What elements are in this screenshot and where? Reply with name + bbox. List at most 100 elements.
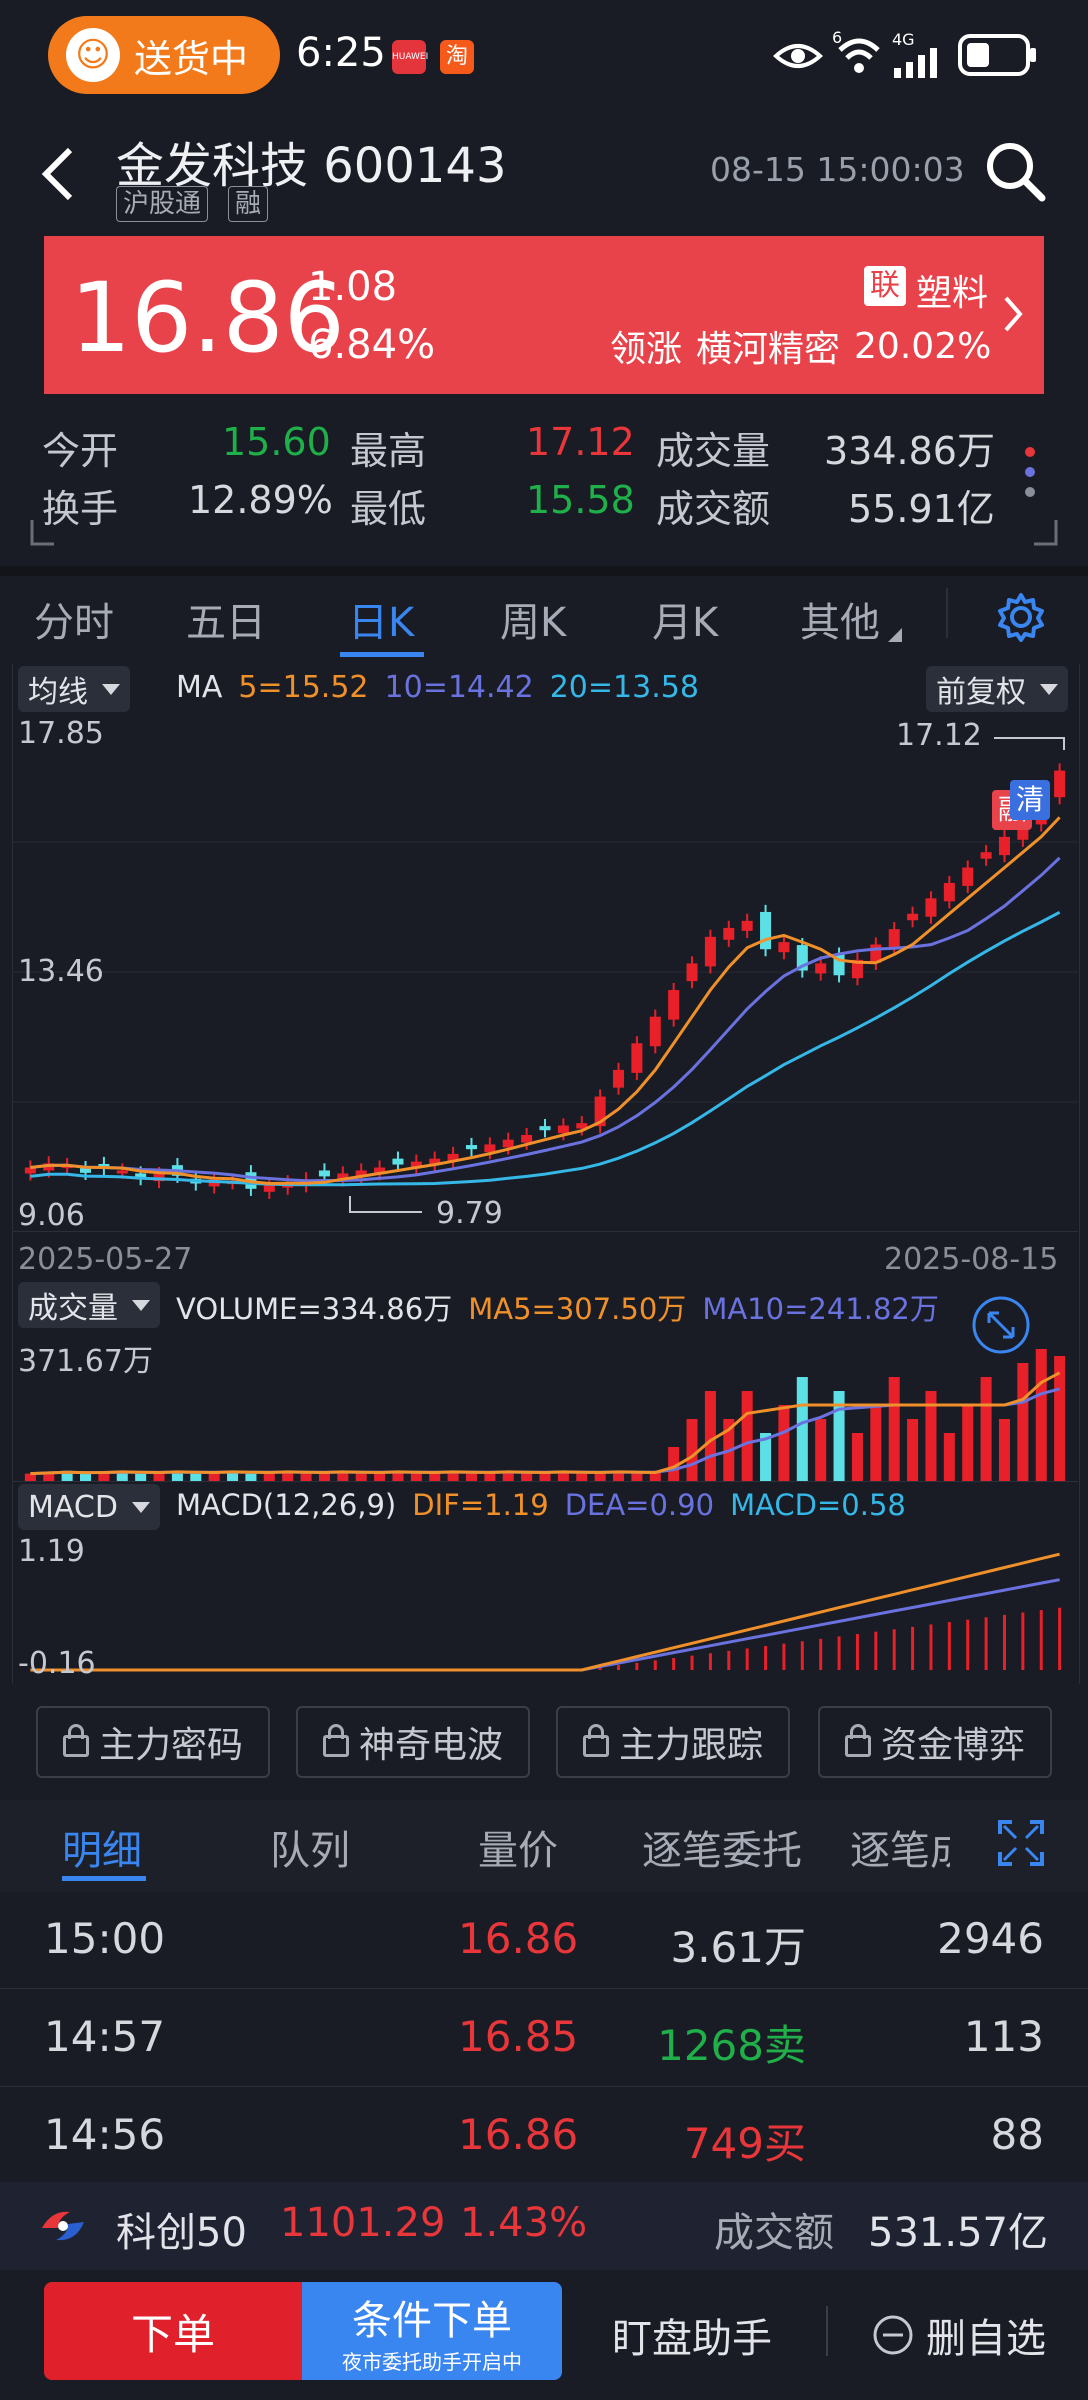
tab-volume-price[interactable]: 量价: [478, 1828, 558, 1874]
tab-intraday[interactable]: 分时: [34, 600, 114, 646]
fullscreen-icon[interactable]: [998, 1820, 1044, 1866]
star-market-icon: [42, 2211, 84, 2241]
trade-time: 15:00: [44, 1914, 166, 1963]
feature-main-track-button[interactable]: 主力跟踪: [556, 1706, 790, 1778]
quote-timestamp: 08-15 15:00:03: [710, 150, 965, 189]
settings-gear-icon[interactable]: [996, 592, 1046, 642]
trade-count: 113: [963, 2012, 1044, 2061]
volume-bar: [355, 1473, 367, 1482]
volume-bar: [98, 1472, 110, 1482]
candle: [43, 1163, 55, 1171]
tab-tick-trades[interactable]: 逐笔成: [850, 1828, 950, 1874]
volume-bar: [465, 1473, 477, 1482]
volume-bar: [337, 1470, 349, 1482]
volume-dropdown[interactable]: 成交量: [18, 1282, 160, 1328]
tab-other[interactable]: 其他: [800, 600, 880, 646]
macd-dropdown[interactable]: MACD: [18, 1484, 160, 1530]
volume-bar: [925, 1391, 937, 1482]
tab-five-day[interactable]: 五日: [186, 600, 266, 646]
macd-dif: DIF=1.19: [412, 1488, 549, 1522]
chart-panel[interactable]: [12, 664, 1080, 1684]
price-change: 1.08: [308, 264, 398, 310]
huawei-app-icon: HUAWEI: [392, 40, 428, 74]
volume-dropdown-label: 成交量: [28, 1291, 118, 1326]
feature-magic-wave-button[interactable]: 神奇电波: [296, 1706, 530, 1778]
candle: [962, 867, 974, 886]
low-label: 最低: [350, 487, 427, 531]
expand-chart-icon[interactable]: [970, 1294, 1032, 1356]
status-bar: ☺ 送货中 6:25 HUAWEI 淘 6 4G: [0, 0, 1088, 112]
candle: [998, 836, 1010, 856]
indicator-dropdown[interactable]: 均线: [18, 666, 130, 712]
volume-bar: [318, 1472, 330, 1482]
clock: 6:25: [296, 30, 386, 76]
candle: [135, 1173, 147, 1179]
adjust-dropdown[interactable]: 前复权: [926, 666, 1068, 712]
sector-name: 塑料: [916, 273, 989, 314]
volume-bar: [851, 1433, 863, 1482]
candle: [116, 1170, 128, 1174]
search-icon[interactable]: [984, 140, 1048, 204]
candle: [631, 1043, 643, 1073]
tab-tick-orders[interactable]: 逐笔委托: [642, 1828, 802, 1874]
macd-bar: [911, 1626, 915, 1670]
watch-assistant-button[interactable]: 盯盘助手: [612, 2316, 772, 2362]
tab-detail[interactable]: 明细: [62, 1828, 142, 1874]
conditional-order-sub: 夜市委托助手开启中: [342, 2349, 522, 2374]
remove-watchlist-button[interactable]: 删自选: [872, 2306, 1046, 2364]
clear-badge[interactable]: 清: [1010, 780, 1050, 820]
more-dots-icon[interactable]: [1020, 444, 1040, 504]
delivery-icon: ☺: [66, 28, 120, 82]
feature-main-code-button[interactable]: 主力密码: [36, 1706, 270, 1778]
trade-count: 88: [990, 2110, 1044, 2159]
back-arrow-icon[interactable]: [38, 144, 78, 204]
order-button[interactable]: 下单: [44, 2282, 302, 2380]
volume-bar: [613, 1470, 625, 1482]
volume-bar: [631, 1473, 643, 1482]
margin-tag: 融: [228, 186, 269, 222]
volume-chart[interactable]: [12, 1330, 1078, 1482]
corner-right-icon[interactable]: [1032, 520, 1058, 546]
conditional-order-button[interactable]: 条件下单 夜市委托助手开启中: [302, 2282, 562, 2380]
trade-time: 14:56: [44, 2110, 166, 2159]
volume-ma10: MA10=241.82万: [702, 1292, 939, 1326]
leader-prefix: 领涨: [610, 329, 683, 370]
index-ticker[interactable]: 科创50 1101.29 1.43% 成交额 531.57亿: [0, 2182, 1088, 2270]
lock-icon: [844, 1724, 871, 1757]
volume-y-top: 371.67万: [18, 1344, 153, 1379]
candle: [374, 1167, 386, 1174]
trade-volume: 749买: [683, 2119, 806, 2168]
macd-bar: [745, 1648, 749, 1670]
wifi-6-label: 6: [832, 28, 843, 47]
tab-queue[interactable]: 队列: [270, 1828, 350, 1874]
ma5-value: 5=15.52: [238, 670, 369, 705]
volume-label: 成交量: [656, 429, 771, 473]
candlestick-chart[interactable]: [12, 712, 1078, 1232]
volume-value: 334.86万: [824, 429, 995, 473]
candle: [1017, 821, 1029, 840]
candle: [888, 929, 900, 948]
high-value: 17.12: [526, 420, 635, 464]
price-banner[interactable]: 16.86 1.08 6.84% 联 塑料 领涨 横河精密 20.02%: [44, 236, 1044, 394]
tab-daily-k[interactable]: 日K: [348, 600, 415, 646]
tab-weekly-k[interactable]: 周K: [500, 600, 567, 646]
candle: [447, 1153, 459, 1162]
volume-bar: [668, 1447, 680, 1482]
network-4g-label: 4G: [892, 30, 915, 49]
macd-bar: [874, 1631, 878, 1670]
conditional-order-label: 条件下单: [352, 2297, 512, 2344]
candle: [907, 913, 919, 921]
volume-bar: [557, 1470, 569, 1482]
candle: [778, 942, 790, 953]
candle: [796, 945, 808, 971]
lock-icon: [62, 1724, 89, 1757]
candle: [80, 1168, 92, 1173]
candle: [760, 911, 772, 950]
indicator-dropdown-label: 均线: [28, 675, 88, 710]
delivery-pill[interactable]: ☺ 送货中: [48, 16, 280, 94]
chevron-right-icon[interactable]: [1002, 294, 1026, 334]
chevron-down-icon: [131, 1501, 150, 1513]
macd-chart[interactable]: [12, 1530, 1078, 1684]
feature-fund-game-button[interactable]: 资金博弈: [818, 1706, 1052, 1778]
tab-monthly-k[interactable]: 月K: [652, 600, 719, 646]
